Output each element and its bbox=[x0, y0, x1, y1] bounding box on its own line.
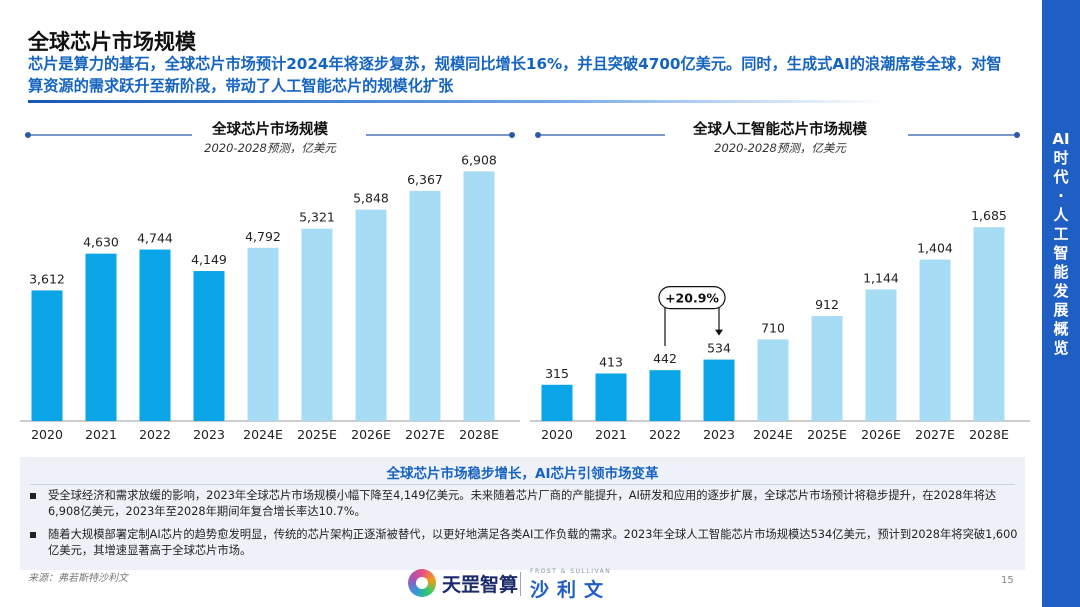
summary-bullet-text: 受全球经济和需求放缓的影响，2023年全球芯片市场规模小幅下降至4,149亿美元… bbox=[48, 489, 997, 518]
bar bbox=[865, 289, 897, 421]
data-label: 4,149 bbox=[191, 252, 227, 267]
bar bbox=[703, 359, 735, 421]
data-label: 315 bbox=[545, 366, 569, 381]
bar bbox=[85, 253, 117, 421]
data-label: 4,792 bbox=[245, 229, 281, 244]
bar bbox=[31, 290, 63, 421]
title-rule-right-dot bbox=[509, 132, 515, 138]
bar bbox=[595, 373, 627, 421]
x-tick-label: 2026E bbox=[861, 427, 901, 442]
bar bbox=[409, 190, 441, 421]
x-tick-label: 2028E bbox=[459, 427, 499, 442]
x-tick-label: 2027E bbox=[405, 427, 445, 442]
frost-sullivan-en: FROST & SULLIVAN bbox=[530, 568, 612, 575]
title-rule-right-dot bbox=[1014, 132, 1020, 138]
title-rule-left-dot bbox=[25, 132, 31, 138]
x-tick-label: 2021 bbox=[85, 427, 117, 442]
data-label: 534 bbox=[707, 341, 731, 356]
sidebar: AI 时代 · 人工智能发展概览 bbox=[1042, 0, 1080, 607]
data-label: 1,685 bbox=[971, 208, 1007, 223]
data-label: 710 bbox=[761, 320, 785, 335]
chart-subtitle: 2020-2028预测，亿美元 bbox=[204, 141, 336, 155]
data-label: 4,630 bbox=[83, 235, 119, 250]
growth-pill bbox=[658, 285, 726, 310]
page-subtitle: 芯片是算力的基石，全球芯片市场预计2024年将逐步复苏，规模同比增长16%，并且… bbox=[28, 53, 1013, 103]
bar bbox=[193, 271, 225, 421]
growth-arrowhead bbox=[715, 329, 723, 336]
subtitle-underline bbox=[28, 100, 888, 103]
data-label: 5,321 bbox=[299, 210, 335, 225]
summary-divider bbox=[30, 484, 1015, 485]
chart-title: 全球芯片市场规模 bbox=[212, 122, 328, 138]
x-tick-label: 2028E bbox=[969, 427, 1009, 442]
ai-chip-market-chart: 全球人工智能芯片市场规模 2020-2028预测，亿美元 315 2020 413 2… bbox=[530, 118, 1030, 448]
x-tick-label: 2023 bbox=[703, 427, 735, 442]
bullet-square-icon bbox=[30, 493, 36, 499]
data-label: 6,367 bbox=[407, 172, 443, 187]
x-tick-label: 2025E bbox=[807, 427, 847, 442]
x-tick-label: 2026E bbox=[351, 427, 391, 442]
summary-box: 全球芯片市场稳步增长，AI芯片引领市场变革 受全球经济和需求放缓的影响，2023… bbox=[20, 457, 1025, 570]
data-label: 413 bbox=[599, 355, 623, 370]
tiangang-logo-name: 天罡智算 bbox=[442, 573, 519, 596]
x-tick-label: 2021 bbox=[595, 427, 627, 442]
logo-divider bbox=[520, 572, 521, 596]
bar bbox=[301, 228, 333, 421]
data-label: 442 bbox=[653, 351, 677, 366]
data-label: 4,744 bbox=[137, 231, 173, 246]
chart-subtitle: 2020-2028预测，亿美元 bbox=[714, 141, 846, 155]
bar bbox=[541, 384, 573, 421]
data-label: 1,144 bbox=[863, 270, 899, 285]
data-label: 1,404 bbox=[917, 241, 953, 256]
page-title: 全球芯片市场规模 bbox=[28, 30, 196, 54]
bullet-square-icon bbox=[30, 532, 36, 538]
bar bbox=[139, 249, 171, 421]
x-tick-label: 2023 bbox=[193, 427, 225, 442]
summary-bullet-text: 随着大规模部署定制AI芯片的趋势愈发明显，传统的芯片架构正逐渐被替代，以更好地满… bbox=[48, 528, 1018, 557]
chip-market-chart: 全球芯片市场规模 2020-2028预测，亿美元 3,612 2020 4,630 2… bbox=[20, 118, 520, 448]
bar bbox=[649, 370, 681, 421]
x-tick-label: 2022 bbox=[139, 427, 171, 442]
bar bbox=[919, 259, 951, 421]
subtitle-text: 芯片是算力的基石，全球芯片市场预计2024年将逐步复苏，规模同比增长16%，并且… bbox=[28, 55, 1002, 95]
ai-chip-market-svg: 315 2020 413 2021 442 2022 534 2023 710 2024E 912 2… bbox=[530, 132, 1030, 442]
x-tick-label: 2020 bbox=[541, 427, 573, 442]
bar bbox=[247, 247, 279, 421]
growth-label: +20.9% bbox=[665, 291, 719, 306]
x-tick-label: 2024E bbox=[243, 427, 283, 442]
source-note: 来源：弗若斯特沙利文 bbox=[28, 573, 128, 584]
frost-sullivan-cn: 沙利文 bbox=[530, 579, 612, 601]
bar bbox=[811, 316, 843, 421]
chart-title: 全球人工智能芯片市场规模 bbox=[693, 122, 867, 138]
bar bbox=[463, 171, 495, 421]
data-label: 3,612 bbox=[29, 271, 65, 286]
bar bbox=[355, 209, 387, 421]
sidebar-label: AI 时代 · 人工智能发展概览 bbox=[1052, 130, 1070, 357]
x-tick-label: 2022 bbox=[649, 427, 681, 442]
x-tick-label: 2027E bbox=[915, 427, 955, 442]
x-tick-label: 2020 bbox=[31, 427, 63, 442]
frost-sullivan-logo: FROST & SULLIVAN 沙利文 bbox=[530, 568, 611, 602]
data-label: 912 bbox=[815, 297, 839, 312]
tiangang-logo-icon bbox=[408, 569, 436, 597]
page-number: 15 bbox=[1001, 575, 1014, 586]
data-label: 6,908 bbox=[461, 152, 497, 167]
chip-market-svg: 3,612 2020 4,630 2021 4,744 2022 4,149 2023 4,79… bbox=[20, 132, 520, 442]
title-rule-left-dot bbox=[535, 132, 541, 138]
bar bbox=[757, 339, 789, 421]
summary-bullet: 随着大规模部署定制AI芯片的趋势愈发明显，传统的芯片架构正逐渐被替代，以更好地满… bbox=[30, 527, 1020, 559]
x-tick-label: 2024E bbox=[753, 427, 793, 442]
x-tick-label: 2025E bbox=[297, 427, 337, 442]
tiangang-logo: 天罡智算 bbox=[408, 567, 518, 599]
summary-heading: 全球芯片市场稳步增长，AI芯片引领市场变革 bbox=[386, 466, 659, 482]
bar bbox=[973, 227, 1005, 421]
summary-bullet: 受全球经济和需求放缓的影响，2023年全球芯片市场规模小幅下降至4,149亿美元… bbox=[30, 488, 1020, 520]
data-label: 5,848 bbox=[353, 191, 389, 206]
